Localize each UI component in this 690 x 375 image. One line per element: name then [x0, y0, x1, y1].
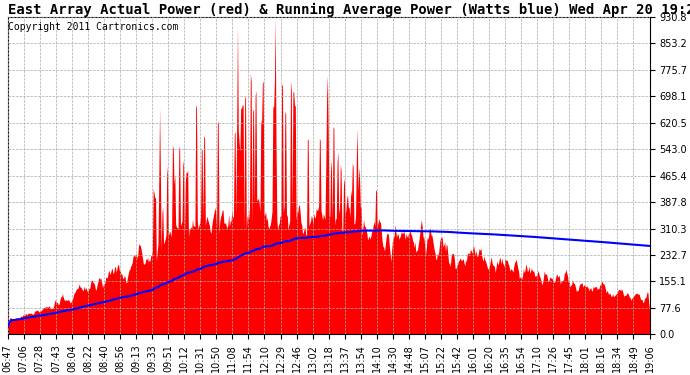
Text: East Array Actual Power (red) & Running Average Power (Watts blue) Wed Apr 20 19: East Array Actual Power (red) & Running … — [8, 3, 690, 17]
Text: Copyright 2011 Cartronics.com: Copyright 2011 Cartronics.com — [8, 22, 179, 32]
